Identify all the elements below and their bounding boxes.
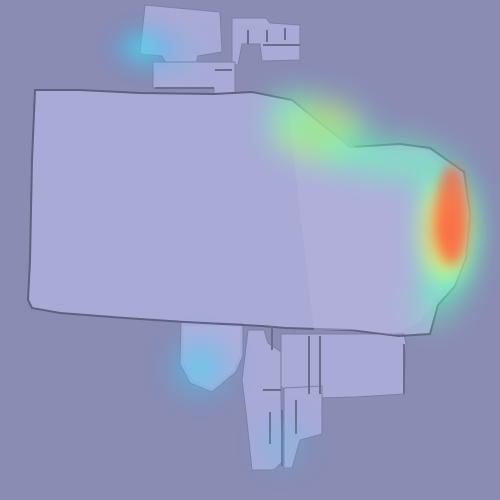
signal-heatmap-layer: [108, 26, 479, 469]
lower-corridor-cool-hotspot: [257, 421, 309, 469]
upper-left-soft-glow: [144, 40, 196, 68]
south-room-cool-hotspot: [166, 338, 234, 398]
east-edge-core: [436, 165, 468, 265]
floor-plan-layer: [26, 4, 472, 471]
